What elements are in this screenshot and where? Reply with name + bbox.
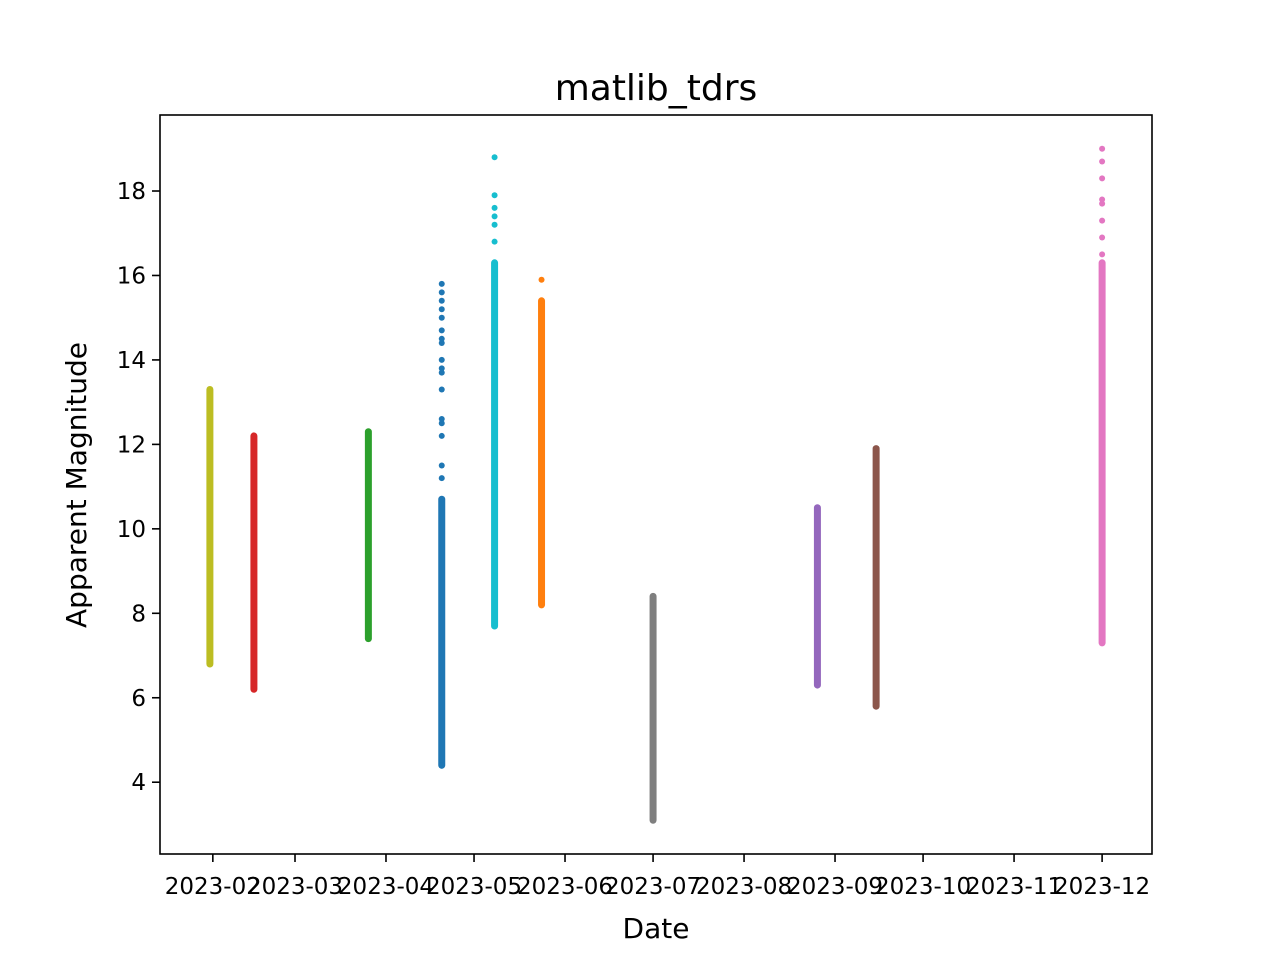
data-point: [1099, 196, 1106, 203]
data-point: [365, 428, 372, 435]
y-tick-label: 16: [117, 263, 146, 289]
data-point: [491, 154, 498, 161]
data-point: [873, 445, 880, 452]
data-point: [538, 297, 545, 304]
series-0: [206, 385, 214, 668]
data-point: [438, 327, 445, 334]
y-tick-label: 14: [117, 348, 146, 374]
x-tick-label: 2023-03: [247, 874, 343, 900]
data-point: [491, 238, 498, 245]
x-tick-label: 2023-12: [1054, 874, 1150, 900]
data-point: [491, 204, 498, 211]
data-point: [873, 703, 880, 710]
data-point: [438, 365, 445, 372]
data-point: [491, 622, 498, 629]
data-point: [438, 297, 445, 304]
data-point: [250, 686, 257, 693]
data-point: [1099, 158, 1106, 165]
y-axis-label: Apparent Magnitude: [60, 342, 93, 628]
data-point: [538, 276, 545, 283]
data-point: [438, 335, 445, 342]
y-tick-label: 12: [117, 432, 146, 458]
data-point: [438, 420, 445, 427]
y-tick-label: 10: [117, 517, 146, 543]
series-7: [813, 504, 821, 689]
data-point: [1099, 200, 1106, 207]
data-point: [438, 416, 445, 423]
y-tick-label: 8: [131, 601, 146, 627]
x-axis-label: Date: [623, 912, 690, 945]
data-point: [491, 213, 498, 220]
data-point: [206, 660, 213, 667]
data-point: [491, 192, 498, 199]
data-point: [1099, 259, 1106, 266]
data-point: [438, 306, 445, 313]
data-point: [1099, 145, 1106, 152]
data-point: [365, 635, 372, 642]
data-point: [438, 280, 445, 287]
series-5: [538, 276, 546, 609]
series-3: [438, 280, 446, 769]
x-tick-label: 2023-10: [875, 874, 971, 900]
data-point: [438, 369, 445, 376]
x-tick-label: 2023-07: [605, 874, 701, 900]
data-point: [1099, 234, 1106, 241]
x-tick-label: 2023-11: [966, 874, 1062, 900]
data-point: [491, 259, 498, 266]
data-point: [250, 432, 257, 439]
x-tick-label: 2023-05: [426, 874, 522, 900]
data-point: [438, 340, 445, 347]
series-8: [872, 445, 880, 710]
x-tick-label: 2023-06: [517, 874, 613, 900]
data-point: [1099, 175, 1106, 182]
data-point: [438, 496, 445, 503]
y-axis-ticks: 4 6 8 10 12 14 16 18: [117, 179, 160, 796]
data-point: [438, 475, 445, 482]
data-point: [438, 289, 445, 296]
data-point: [438, 356, 445, 363]
x-tick-label: 2023-08: [696, 874, 792, 900]
x-tick-label: 2023-09: [787, 874, 883, 900]
series-6: [649, 592, 657, 824]
y-tick-label: 6: [131, 686, 146, 712]
data-point: [650, 817, 657, 824]
data-points: [206, 145, 1106, 824]
series-1: [250, 432, 258, 693]
data-point: [438, 762, 445, 769]
data-point: [438, 432, 445, 439]
y-tick-label: 18: [117, 179, 146, 205]
data-point: [1099, 217, 1106, 224]
x-tick-label: 2023-02: [165, 874, 261, 900]
data-point: [438, 462, 445, 469]
data-point: [206, 386, 213, 393]
chart-title: matlib_tdrs: [555, 68, 758, 109]
data-point: [538, 601, 545, 608]
data-point: [814, 682, 821, 689]
series-4: [491, 154, 499, 630]
data-point: [814, 504, 821, 511]
data-point: [1099, 251, 1106, 258]
x-tick-label: 2023-04: [338, 874, 434, 900]
data-point: [438, 386, 445, 393]
series-2: [364, 428, 372, 643]
data-point: [1099, 639, 1106, 646]
x-axis-ticks: 2023-022023-032023-042023-052023-062023-…: [165, 854, 1150, 900]
series-9: [1098, 145, 1106, 647]
y-tick-label: 4: [131, 770, 146, 796]
data-point: [438, 314, 445, 321]
data-point: [491, 221, 498, 228]
plot-frame: [159, 114, 1153, 855]
data-point: [650, 593, 657, 600]
